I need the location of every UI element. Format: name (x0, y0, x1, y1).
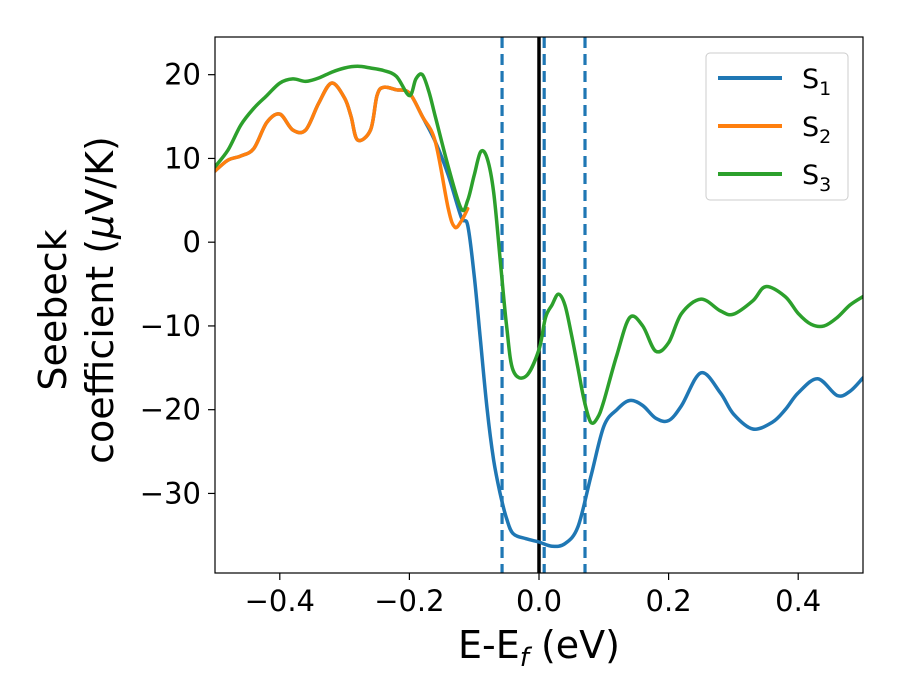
series-line-s2 (215, 81, 470, 230)
plot-area (215, 37, 863, 573)
x-axis-label: E-Ef (eV) (458, 623, 620, 673)
y-tick-label: −20 (140, 393, 201, 427)
x-tick-label: −0.4 (245, 584, 315, 618)
x-axis-label-main: E-E (458, 623, 520, 667)
legend-label-s2: S2 (802, 112, 831, 148)
x-tick-label: 0.0 (516, 584, 562, 618)
y-axis-label-line2-b: V/K) (78, 136, 122, 215)
y-axis-label-line2-a: coefficient ( (78, 239, 122, 464)
x-tick-label: 0.4 (775, 584, 821, 618)
legend: S1 S2 S3 (705, 52, 849, 201)
legend-label-s3: S3 (802, 160, 831, 196)
y-axis-label-mu: μ (78, 215, 122, 240)
x-axis-label-tail: (eV) (529, 623, 620, 667)
x-tick-label: 0.2 (646, 584, 692, 618)
y-tick-label: 0 (183, 225, 201, 259)
y-tick-label: −30 (140, 476, 201, 510)
x-tick-label: −0.2 (374, 584, 444, 618)
y-axis-label-line2: coefficient (μV/K) (78, 136, 122, 464)
y-tick-label: 20 (164, 58, 201, 92)
series-line-s3 (215, 64, 863, 425)
axis-ticks: −0.4 −0.2 0.0 0.2 0.4 −30 −20 −10 0 10 20 (140, 58, 821, 618)
y-axis-label: Seebeck coefficient (μV/K) (31, 136, 122, 464)
vertical-lines (500, 37, 587, 573)
y-axis-label-line1: Seebeck (31, 229, 75, 390)
y-tick-label: 10 (164, 141, 201, 175)
legend-label-s1: S1 (802, 64, 831, 100)
y-tick-label: −10 (140, 309, 201, 343)
series-lines (215, 64, 863, 549)
